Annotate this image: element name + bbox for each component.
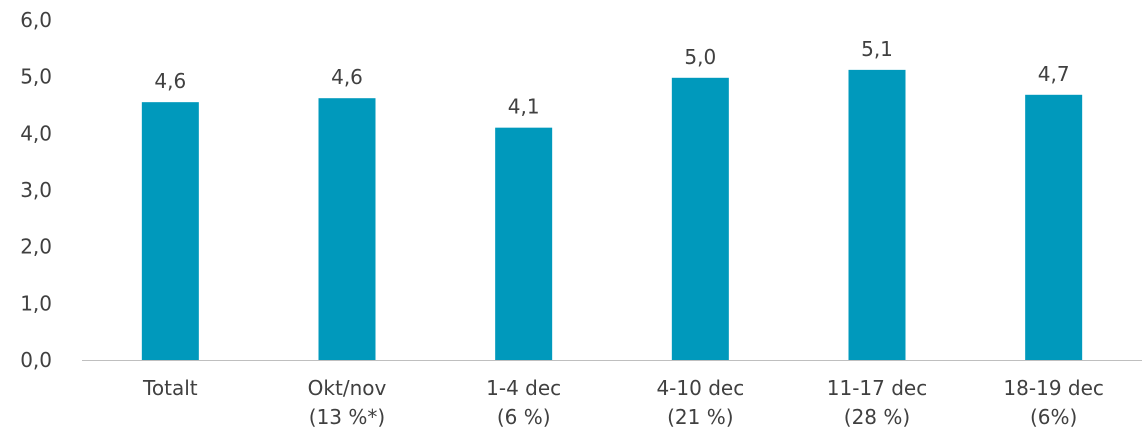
bar <box>1025 94 1083 361</box>
bar <box>141 102 199 361</box>
data-label: 5,0 <box>684 45 716 69</box>
x-category-label: (28 %) <box>844 405 910 429</box>
x-category-label: (6%) <box>1030 405 1077 429</box>
bar <box>495 127 553 361</box>
x-category-label: 18-19 dec <box>1003 376 1103 400</box>
x-category-label: Totalt <box>142 376 198 400</box>
bar <box>848 69 906 360</box>
y-axis-tick-labels: 0,0 1,0 2,0 3,0 4,0 5,0 6,0 <box>20 8 52 372</box>
data-label: 5,1 <box>861 37 893 61</box>
x-category-label: 11-17 dec <box>827 376 927 400</box>
x-axis-category-labels: Totalt Okt/nov (13 %*) 1-4 dec (6 %) 4-10 dec… <box>142 376 1104 429</box>
y-tick-label: 0,0 <box>20 348 52 372</box>
y-tick-label: 6,0 <box>20 8 52 32</box>
bar <box>318 98 376 360</box>
x-category-label: Okt/nov <box>308 376 387 400</box>
data-label: 4,6 <box>331 65 363 89</box>
y-tick-label: 3,0 <box>20 178 52 202</box>
x-category-label: (13 %*) <box>309 405 385 429</box>
x-category-label: (21 %) <box>667 405 733 429</box>
y-tick-label: 4,0 <box>20 121 52 145</box>
x-category-label: (6 %) <box>497 405 551 429</box>
data-label: 4,6 <box>154 69 186 93</box>
data-label: 4,1 <box>508 95 540 119</box>
x-category-label: 4-10 dec <box>656 376 744 400</box>
y-tick-label: 5,0 <box>20 65 52 89</box>
y-tick-label: 2,0 <box>20 235 52 259</box>
bar <box>671 77 729 361</box>
data-label: 4,7 <box>1038 62 1070 86</box>
bars <box>141 69 1083 361</box>
y-tick-label: 1,0 <box>20 291 52 315</box>
data-labels: 4,6 4,6 4,1 5,0 5,1 4,7 <box>154 37 1069 119</box>
x-category-label: 1-4 dec <box>486 376 561 400</box>
